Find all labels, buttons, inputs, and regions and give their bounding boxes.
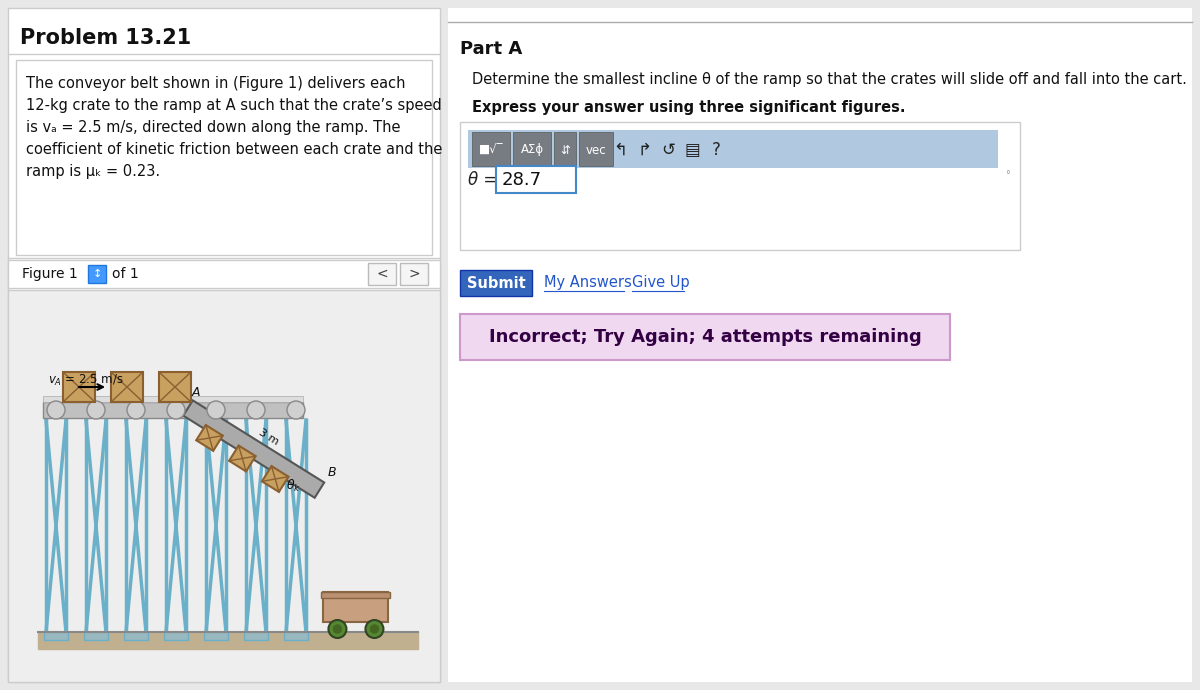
Circle shape [287, 401, 305, 419]
Text: My Answers: My Answers [544, 275, 631, 290]
Polygon shape [184, 400, 324, 497]
Bar [284, 632, 308, 640]
Text: Determine the smallest incline θ of the ramp so that the crates will slide off a: Determine the smallest incline θ of the … [472, 72, 1187, 87]
Bar [84, 632, 108, 640]
Bar [88, 265, 106, 283]
Text: °: ° [1006, 170, 1010, 180]
Bar [158, 372, 191, 402]
Polygon shape [262, 466, 288, 492]
Text: A: A [192, 386, 200, 399]
Bar [472, 132, 510, 166]
Text: AΣϕ: AΣϕ [521, 144, 544, 157]
Text: Incorrect; Try Again; 4 attempts remaining: Incorrect; Try Again; 4 attempts remaini… [488, 328, 922, 346]
Polygon shape [229, 446, 256, 471]
Text: $\theta_k$: $\theta_k$ [287, 478, 301, 494]
Text: Figure 1: Figure 1 [22, 267, 78, 281]
Circle shape [47, 401, 65, 419]
Bar [322, 592, 390, 598]
Bar [468, 130, 998, 168]
Text: ↺: ↺ [661, 141, 674, 159]
Text: ↕: ↕ [92, 269, 102, 279]
Bar [244, 632, 268, 640]
Text: 3 m: 3 m [257, 427, 280, 446]
Circle shape [208, 401, 226, 419]
Circle shape [247, 401, 265, 419]
Text: ?: ? [712, 141, 720, 159]
Bar [514, 132, 551, 166]
Text: θ =: θ = [468, 171, 497, 189]
Text: is vₐ = 2.5 m/s, directed down along the ramp. The: is vₐ = 2.5 m/s, directed down along the… [26, 120, 401, 135]
Bar [64, 372, 95, 402]
Bar [43, 396, 302, 402]
Circle shape [88, 401, 106, 419]
Bar [496, 166, 576, 193]
Bar [8, 8, 440, 682]
Text: Submit: Submit [467, 275, 526, 290]
Text: ■√‾: ■√‾ [479, 144, 503, 157]
Bar [368, 263, 396, 285]
Bar [580, 132, 613, 166]
Bar [448, 8, 1192, 682]
Bar [460, 314, 950, 360]
Polygon shape [197, 425, 223, 451]
Bar [400, 263, 428, 285]
Bar [8, 260, 440, 288]
Bar [43, 402, 302, 418]
Circle shape [127, 401, 145, 419]
Text: vec: vec [586, 144, 606, 157]
Circle shape [167, 401, 185, 419]
Bar [204, 632, 228, 640]
Text: Give Up: Give Up [632, 275, 690, 290]
Bar [554, 132, 576, 166]
Text: ↰: ↰ [613, 141, 626, 159]
Circle shape [371, 625, 378, 633]
Bar [460, 122, 1020, 250]
Bar [164, 632, 188, 640]
Text: coefficient of kinetic friction between each crate and the: coefficient of kinetic friction between … [26, 142, 443, 157]
Bar [16, 60, 432, 255]
Text: ⇵: ⇵ [560, 144, 570, 157]
Text: $v_A$ = 2.5 m/s: $v_A$ = 2.5 m/s [48, 373, 124, 388]
Bar [324, 592, 389, 622]
Bar [8, 290, 440, 682]
Text: ↱: ↱ [637, 141, 650, 159]
Text: of 1: of 1 [112, 267, 139, 281]
Bar [44, 632, 68, 640]
Bar [124, 632, 148, 640]
Circle shape [366, 620, 384, 638]
Circle shape [334, 625, 342, 633]
Circle shape [329, 620, 347, 638]
Text: Problem 13.21: Problem 13.21 [20, 28, 191, 48]
Text: Part A: Part A [460, 40, 522, 58]
Text: <: < [376, 267, 388, 281]
Text: 12-kg crate to the ramp at A such that the crate’s speed: 12-kg crate to the ramp at A such that t… [26, 98, 442, 113]
Text: The conveyor belt shown in (Figure 1) delivers each: The conveyor belt shown in (Figure 1) de… [26, 76, 406, 91]
Text: >: > [408, 267, 420, 281]
Text: B: B [328, 466, 336, 479]
Bar [112, 372, 143, 402]
Text: ramp is μₖ = 0.23.: ramp is μₖ = 0.23. [26, 164, 160, 179]
Text: Express your answer using three significant figures.: Express your answer using three signific… [472, 100, 906, 115]
Bar [460, 270, 532, 296]
Text: ▤: ▤ [684, 141, 700, 159]
Text: 28.7: 28.7 [502, 171, 542, 189]
